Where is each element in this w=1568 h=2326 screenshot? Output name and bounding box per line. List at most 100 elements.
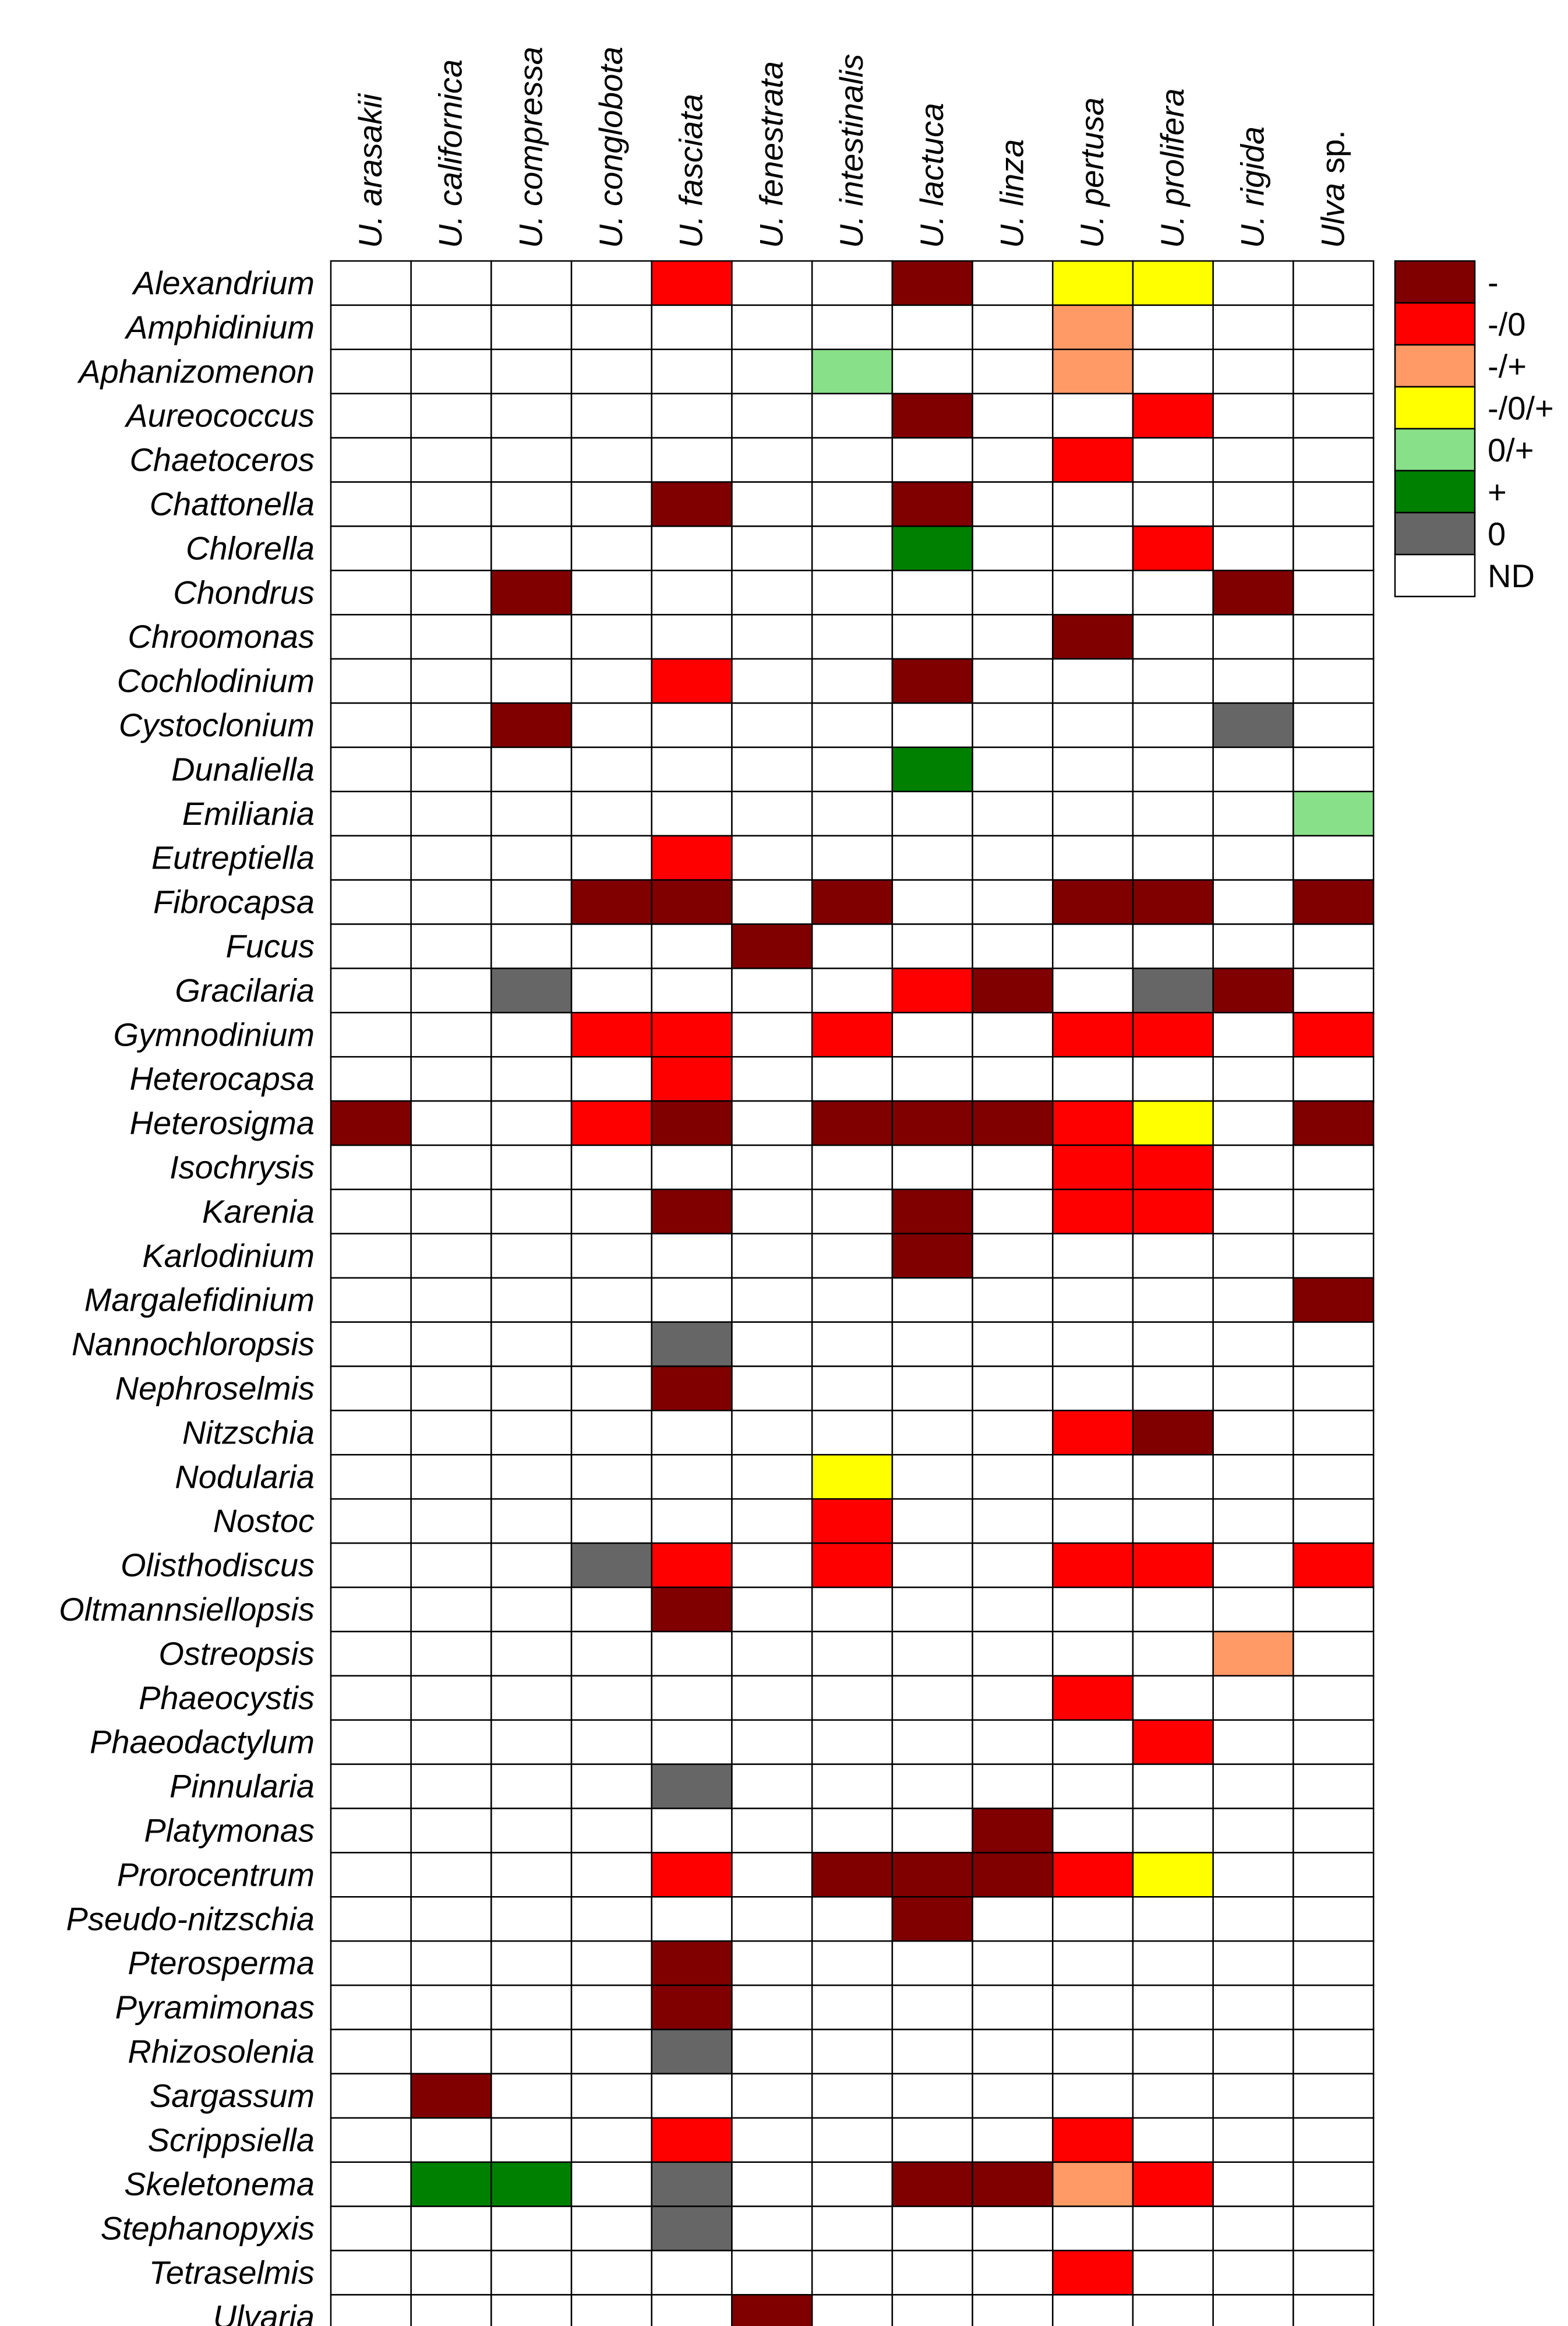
cell-olisthodiscus-californica	[410, 1542, 492, 1589]
cell-karenia-intestinalis	[811, 1188, 894, 1235]
cell-chaetoceros-prolifera	[1132, 437, 1214, 483]
cell-karlodinium-prolifera	[1132, 1233, 1214, 1279]
cell-aphanizomenon-intestinalis	[811, 348, 894, 394]
cell-dunaliella-californica	[410, 746, 492, 793]
cell-tetraselmis-compressa	[490, 2250, 573, 2296]
cell-prorocentrum-linza	[972, 1852, 1054, 1898]
cell-isochrysis-linza	[972, 1144, 1054, 1191]
legend-label: -/0	[1488, 306, 1525, 343]
cell-rhizosolenia-rigida	[1212, 2028, 1294, 2075]
cell-olisthodiscus-prolifera	[1132, 1542, 1214, 1589]
cell-isochrysis-conglobota	[570, 1144, 653, 1191]
cell-nodularia-fasciata	[651, 1454, 733, 1500]
cell-phaeodactylum-rigida	[1212, 1719, 1294, 1765]
cell-gymnodinium-ulva	[1292, 1012, 1375, 1058]
cell-emiliania-fenestrata	[731, 790, 813, 836]
cell-pinnularia-fasciata	[651, 1763, 733, 1809]
cell-fucus-intestinalis	[811, 923, 894, 969]
cell-nannochloropsis-intestinalis	[811, 1321, 894, 1367]
row-label-alexandrium: Alexandrium	[132, 264, 315, 301]
cell-phaeocystis-intestinalis	[811, 1675, 894, 1721]
cell-amphidinium-intestinalis	[811, 304, 894, 351]
cell-chondrus-lactuca	[891, 570, 973, 616]
cell-emiliania-conglobota	[570, 790, 653, 836]
cell-ostreopsis-intestinalis	[811, 1630, 894, 1677]
cell-gymnodinium-fasciata	[651, 1012, 733, 1058]
cell-chlorella-pertusa	[1052, 525, 1134, 571]
cell-nephroselmis-compressa	[490, 1365, 573, 1411]
cell-scrippsiella-arasakii	[330, 2117, 412, 2163]
cell-sargassum-prolifera	[1132, 2073, 1214, 2119]
cell-dunaliella-rigida	[1212, 746, 1294, 793]
row-label-cystoclonium: Cystoclonium	[119, 707, 315, 743]
cell-aphanizomenon-prolifera	[1132, 348, 1214, 394]
cell-tetraselmis-fasciata	[651, 2250, 733, 2296]
cell-heterosigma-californica	[410, 1100, 492, 1146]
row-label-ulvaria: Ulvaria	[213, 2298, 315, 2326]
cell-stephanopyxis-compressa	[490, 2205, 573, 2251]
cell-isochrysis-arasakii	[330, 1144, 412, 1191]
cell-cochlodinium-pertusa	[1052, 658, 1134, 704]
row-label-olisthodiscus: Olisthodiscus	[121, 1547, 315, 1583]
cell-gymnodinium-fenestrata	[731, 1012, 813, 1058]
cell-platymonas-rigida	[1212, 1808, 1294, 1854]
cell-stephanopyxis-fasciata	[651, 2205, 733, 2251]
cell-margalefidinium-lactuca	[891, 1277, 973, 1323]
cell-cystoclonium-californica	[410, 702, 492, 749]
cell-heterocapsa-intestinalis	[811, 1056, 894, 1102]
cell-phaeocystis-fenestrata	[731, 1675, 813, 1721]
cell-pyramimonas-prolifera	[1132, 1984, 1214, 2031]
cell-stephanopyxis-linza	[972, 2205, 1054, 2251]
cell-eutreptiella-fenestrata	[731, 835, 813, 881]
cell-alexandrium-fenestrata	[731, 260, 813, 306]
row-label-aureococcus: Aureococcus	[124, 397, 315, 434]
cell-phaeodactylum-fasciata	[651, 1719, 733, 1765]
cell-phaeocystis-rigida	[1212, 1675, 1294, 1721]
row-label-chondrus: Chondrus	[173, 574, 315, 610]
cell-chroomonas-californica	[410, 613, 492, 660]
cell-ulvaria-fenestrata	[731, 2294, 813, 2326]
cell-nitzschia-pertusa	[1052, 1410, 1134, 1456]
cell-chaetoceros-ulva	[1292, 437, 1375, 483]
cell-amphidinium-pertusa	[1052, 304, 1134, 351]
row-label-pinnularia: Pinnularia	[169, 1768, 315, 1805]
cell-amphidinium-ulva	[1292, 304, 1375, 351]
cell-heterosigma-prolifera	[1132, 1100, 1214, 1146]
cell-chaetoceros-rigida	[1212, 437, 1294, 483]
cell-prorocentrum-arasakii	[330, 1852, 412, 1898]
column-label-intestinalis: U.intestinalis	[833, 54, 870, 248]
cell-ulvaria-ulva	[1292, 2294, 1375, 2326]
cell-heterosigma-lactuca	[891, 1100, 973, 1146]
cell-pinnularia-pertusa	[1052, 1763, 1134, 1809]
cell-chattonella-rigida	[1212, 481, 1294, 527]
cell-gymnodinium-linza	[972, 1012, 1054, 1058]
cell-pseudo-nitzschia-pertusa	[1052, 1896, 1134, 1942]
cell-chlorella-conglobota	[570, 525, 653, 571]
cell-karlodinium-rigida	[1212, 1233, 1294, 1279]
cell-gymnodinium-compressa	[490, 1012, 573, 1058]
cell-dunaliella-linza	[972, 746, 1054, 793]
cell-platymonas-ulva	[1292, 1808, 1375, 1854]
cell-nephroselmis-fenestrata	[731, 1365, 813, 1411]
cell-karenia-rigida	[1212, 1188, 1294, 1235]
row-label-emiliania: Emiliania	[182, 795, 315, 832]
cell-heterosigma-fasciata	[651, 1100, 733, 1146]
cell-nitzschia-prolifera	[1132, 1410, 1214, 1456]
cell-pseudo-nitzschia-lactuca	[891, 1896, 973, 1942]
cell-chroomonas-prolifera	[1132, 613, 1214, 660]
cell-nephroselmis-californica	[410, 1365, 492, 1411]
row-label-pterosperma: Pterosperma	[128, 1944, 315, 1981]
cell-stephanopyxis-conglobota	[570, 2205, 653, 2251]
cell-chaetoceros-lactuca	[891, 437, 973, 483]
cell-prorocentrum-lactuca	[891, 1852, 973, 1898]
row-label-aphanizomenon: Aphanizomenon	[77, 353, 315, 390]
legend-label: 0/+	[1488, 432, 1534, 468]
cell-tetraselmis-conglobota	[570, 2250, 653, 2296]
cell-pyramimonas-pertusa	[1052, 1984, 1134, 2031]
legend-swatch-0	[1394, 386, 1476, 430]
cell-cochlodinium-rigida	[1212, 658, 1294, 704]
cell-phaeodactylum-arasakii	[330, 1719, 412, 1765]
column-label-fenestrata: U.fenestrata	[753, 61, 789, 248]
cell-emiliania-linza	[972, 790, 1054, 836]
